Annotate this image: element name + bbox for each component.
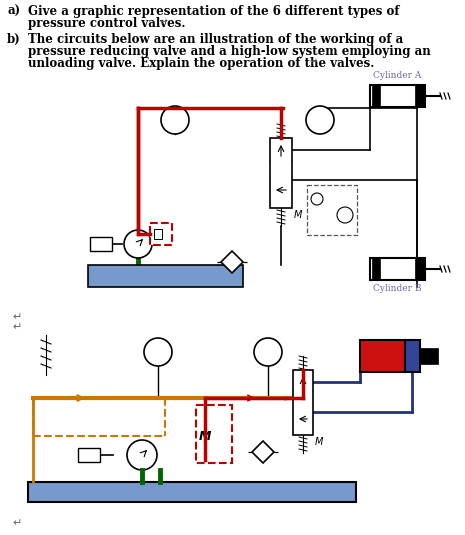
Text: ↵: ↵ bbox=[310, 57, 318, 67]
Bar bbox=[372, 258, 380, 280]
Bar bbox=[370, 85, 425, 107]
Circle shape bbox=[254, 338, 282, 366]
Text: pressure control valves.: pressure control valves. bbox=[28, 17, 186, 30]
Bar bbox=[420, 348, 438, 364]
Text: Give a graphic representation of the 6 different types of: Give a graphic representation of the 6 d… bbox=[28, 5, 399, 18]
Bar bbox=[150, 223, 172, 245]
Bar bbox=[415, 258, 425, 280]
Bar bbox=[90, 237, 112, 251]
Polygon shape bbox=[221, 251, 243, 273]
Circle shape bbox=[306, 106, 334, 134]
Bar bbox=[307, 185, 357, 235]
Circle shape bbox=[124, 230, 152, 258]
Bar bbox=[360, 340, 405, 372]
Bar bbox=[270, 138, 292, 208]
Bar bbox=[78, 448, 100, 462]
Bar bbox=[370, 258, 425, 280]
Text: b): b) bbox=[7, 33, 21, 46]
Bar bbox=[154, 229, 162, 239]
Text: Cylinder B: Cylinder B bbox=[373, 284, 421, 293]
Bar bbox=[293, 370, 313, 435]
Bar bbox=[196, 405, 232, 463]
Bar bbox=[28, 482, 356, 502]
Circle shape bbox=[337, 207, 353, 223]
Circle shape bbox=[311, 193, 323, 205]
Text: ↵: ↵ bbox=[12, 322, 21, 332]
Text: pressure reducing valve and a high-low system employing an: pressure reducing valve and a high-low s… bbox=[28, 45, 431, 58]
Text: M: M bbox=[199, 431, 212, 444]
Polygon shape bbox=[252, 441, 274, 463]
Text: M: M bbox=[294, 210, 302, 220]
Text: unloading valve. Explain the operation of the valves.: unloading valve. Explain the operation o… bbox=[28, 57, 374, 70]
Text: M: M bbox=[315, 437, 323, 447]
Text: a): a) bbox=[7, 5, 20, 18]
Text: ↵: ↵ bbox=[12, 518, 21, 528]
Text: ↵: ↵ bbox=[12, 312, 21, 322]
Text: ↵: ↵ bbox=[160, 17, 168, 27]
Bar bbox=[405, 340, 420, 372]
Text: The circuits below are an illustration of the working of a: The circuits below are an illustration o… bbox=[28, 33, 403, 46]
Bar bbox=[372, 85, 380, 107]
Bar bbox=[415, 85, 425, 107]
Text: Cylinder A: Cylinder A bbox=[373, 71, 421, 80]
Bar bbox=[88, 265, 243, 287]
Circle shape bbox=[161, 106, 189, 134]
Circle shape bbox=[144, 338, 172, 366]
Circle shape bbox=[127, 440, 157, 470]
